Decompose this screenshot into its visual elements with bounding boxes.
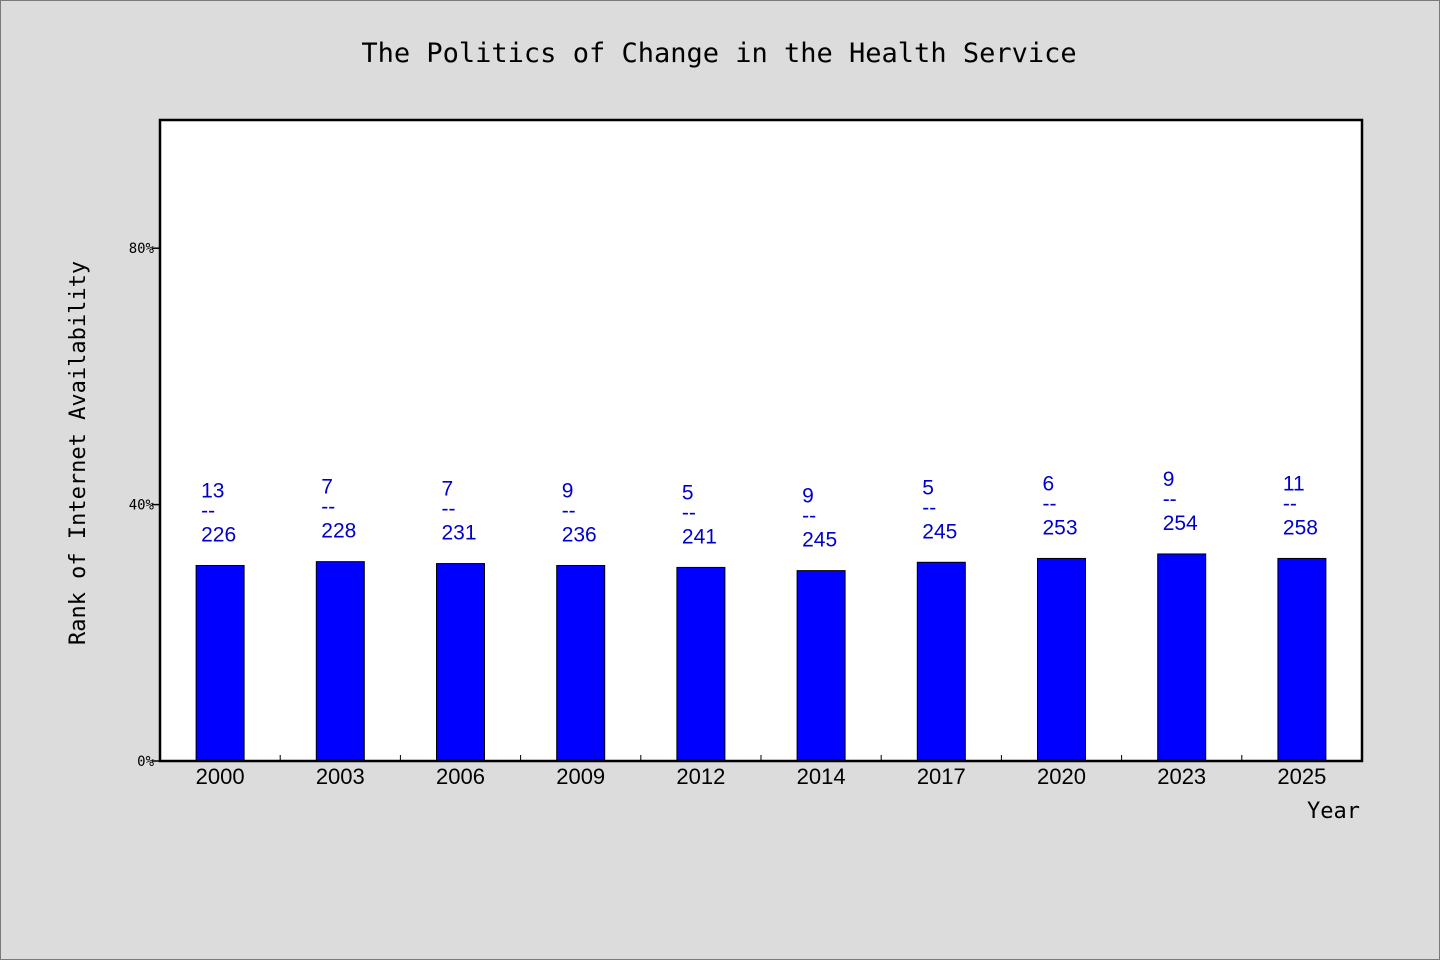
bar-2020 bbox=[1037, 557, 1086, 762]
x-tick-label: 2014 bbox=[797, 764, 846, 789]
data-label-rank: 6 bbox=[1043, 472, 1055, 495]
data-label-rank: 13 bbox=[201, 479, 224, 502]
x-axis: 2000 2003 2006 2009 2012 2014 2017 2020 2023 2025 bbox=[196, 755, 1326, 789]
data-label-total: 245 bbox=[802, 529, 837, 552]
data-label-total: 245 bbox=[922, 520, 957, 543]
x-tick-label: 2000 bbox=[196, 764, 245, 789]
bars-group bbox=[195, 553, 1327, 762]
data-label-total: 253 bbox=[1043, 516, 1078, 539]
x-axis-title: Year bbox=[1307, 799, 1360, 824]
data-label-rank: 9 bbox=[802, 485, 814, 508]
bar-2017 bbox=[916, 561, 966, 762]
bar-2023 bbox=[1157, 553, 1207, 762]
bar-2009 bbox=[556, 564, 606, 762]
data-label-separator: -- bbox=[442, 498, 456, 521]
data-label-rank: 7 bbox=[442, 478, 454, 501]
x-tick-label: 2012 bbox=[676, 764, 725, 789]
bar-2003 bbox=[315, 561, 365, 762]
data-label-separator: -- bbox=[1043, 492, 1057, 515]
data-label-separator: -- bbox=[321, 496, 335, 519]
data-label-total: 236 bbox=[562, 523, 597, 546]
x-tick-label: 2020 bbox=[1037, 764, 1086, 789]
data-label-rank: 9 bbox=[562, 479, 574, 502]
data-label-total: 254 bbox=[1163, 512, 1198, 535]
x-tick-label: 2017 bbox=[917, 764, 966, 789]
data-label-total: 258 bbox=[1283, 516, 1318, 539]
bar-2000 bbox=[195, 564, 245, 762]
bar-2012 bbox=[676, 566, 726, 762]
data-label-separator: -- bbox=[802, 505, 816, 528]
bar-2006 bbox=[436, 563, 485, 762]
y-tick-label: 80% bbox=[129, 241, 155, 257]
data-label-rank: 9 bbox=[1163, 468, 1175, 491]
y-axis: 0% 40% 80% bbox=[129, 241, 160, 770]
data-label-total: 241 bbox=[682, 525, 717, 548]
data-label-separator: -- bbox=[562, 499, 576, 522]
data-label-separator: -- bbox=[1283, 492, 1297, 515]
data-label-separator: -- bbox=[922, 496, 936, 519]
bar-2025 bbox=[1277, 557, 1327, 762]
data-label-total: 231 bbox=[442, 522, 477, 545]
x-tick-label: 2003 bbox=[316, 764, 365, 789]
x-tick-label: 2006 bbox=[436, 764, 485, 789]
data-label-total: 226 bbox=[201, 523, 236, 546]
plot-frame bbox=[158, 118, 1364, 763]
data-label-rank: 5 bbox=[922, 476, 934, 499]
data-label-rank: 7 bbox=[321, 476, 333, 499]
data-label-rank: 11 bbox=[1283, 472, 1305, 495]
data-label-separator: -- bbox=[682, 501, 696, 524]
bar-2014 bbox=[796, 570, 846, 762]
x-tick-label: 2025 bbox=[1277, 764, 1326, 789]
y-axis-title: Rank of Internet Availability bbox=[66, 261, 91, 645]
x-tick-label: 2009 bbox=[556, 764, 605, 789]
data-labels-group: 13--2267--2287--2319--2365--2419--2455--… bbox=[201, 468, 1318, 552]
data-label-separator: -- bbox=[1163, 488, 1177, 511]
data-label-total: 228 bbox=[321, 520, 356, 543]
y-tick-label: 0% bbox=[137, 754, 154, 770]
chart-title: The Politics of Change in the Health Ser… bbox=[361, 38, 1076, 69]
x-tick-label: 2023 bbox=[1157, 764, 1206, 789]
y-tick-label: 40% bbox=[129, 498, 155, 514]
data-label-rank: 5 bbox=[682, 481, 694, 504]
data-label-separator: -- bbox=[201, 499, 215, 522]
